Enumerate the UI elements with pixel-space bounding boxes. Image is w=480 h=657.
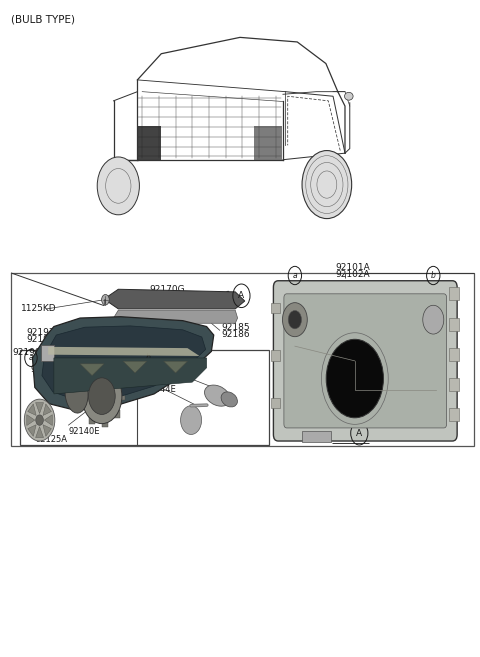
Text: 92101A: 92101A: [336, 263, 370, 271]
Text: b: b: [145, 353, 150, 363]
Text: 92125A: 92125A: [36, 435, 68, 444]
Polygon shape: [27, 415, 35, 426]
Ellipse shape: [221, 392, 238, 407]
Bar: [302, 430, 331, 442]
Circle shape: [82, 369, 122, 424]
Text: A: A: [356, 428, 362, 438]
FancyBboxPatch shape: [284, 294, 446, 428]
Text: A: A: [239, 291, 244, 300]
Polygon shape: [254, 125, 282, 160]
Polygon shape: [44, 415, 52, 426]
Bar: [271, 350, 280, 361]
Polygon shape: [36, 426, 44, 438]
Text: 92102A: 92102A: [336, 270, 370, 279]
FancyBboxPatch shape: [274, 281, 457, 441]
Polygon shape: [114, 310, 238, 323]
Circle shape: [102, 294, 109, 305]
Polygon shape: [33, 317, 214, 410]
Polygon shape: [114, 374, 120, 382]
Polygon shape: [104, 289, 245, 309]
Bar: [21, 350, 269, 445]
Circle shape: [326, 339, 384, 418]
Polygon shape: [164, 361, 188, 373]
Circle shape: [97, 157, 139, 215]
Text: 92160J: 92160J: [149, 292, 180, 301]
Circle shape: [302, 150, 352, 219]
Text: 92186: 92186: [221, 330, 250, 339]
Bar: [271, 303, 280, 313]
Text: 92185: 92185: [221, 323, 250, 332]
Polygon shape: [80, 383, 86, 391]
Polygon shape: [28, 404, 36, 415]
Text: a: a: [29, 353, 33, 363]
Bar: [448, 317, 459, 330]
Bar: [448, 378, 459, 391]
Polygon shape: [80, 401, 86, 409]
Text: 92198: 92198: [27, 335, 55, 344]
Text: b: b: [431, 271, 436, 280]
Polygon shape: [102, 365, 108, 373]
Text: a: a: [293, 271, 297, 280]
Bar: [271, 398, 280, 408]
Polygon shape: [119, 392, 125, 400]
Polygon shape: [28, 424, 36, 436]
Text: 92140E: 92140E: [68, 427, 100, 436]
Polygon shape: [138, 125, 161, 160]
Bar: [448, 287, 459, 300]
Polygon shape: [42, 326, 205, 401]
Circle shape: [288, 311, 301, 328]
Polygon shape: [48, 347, 199, 356]
Circle shape: [282, 303, 307, 336]
Circle shape: [180, 406, 202, 434]
Ellipse shape: [345, 93, 353, 100]
Text: 1125KD: 1125KD: [21, 304, 56, 313]
Circle shape: [36, 415, 43, 425]
Text: 92170C: 92170C: [162, 357, 194, 366]
Bar: [11, 273, 474, 446]
Polygon shape: [43, 404, 51, 415]
Text: 92170G: 92170G: [149, 284, 185, 294]
Text: 92197A: 92197A: [27, 328, 61, 337]
Text: 92190G: 92190G: [12, 348, 48, 357]
Text: 92161: 92161: [162, 369, 189, 377]
Polygon shape: [123, 361, 147, 373]
Circle shape: [88, 378, 115, 415]
Text: VIEW: VIEW: [333, 430, 358, 440]
Polygon shape: [89, 369, 95, 376]
Polygon shape: [36, 403, 44, 413]
Bar: [40, 345, 54, 361]
Polygon shape: [43, 424, 51, 436]
Polygon shape: [80, 364, 104, 376]
Polygon shape: [89, 416, 95, 424]
Bar: [448, 408, 459, 421]
Polygon shape: [54, 358, 206, 394]
Circle shape: [24, 399, 55, 441]
Polygon shape: [102, 419, 108, 427]
Polygon shape: [114, 410, 120, 418]
Ellipse shape: [65, 373, 88, 413]
Text: 18644E: 18644E: [144, 386, 176, 394]
Circle shape: [423, 306, 444, 334]
Bar: [448, 348, 459, 361]
Text: (BULB TYPE): (BULB TYPE): [11, 14, 75, 25]
Ellipse shape: [204, 385, 230, 406]
Text: 92126A: 92126A: [31, 365, 63, 374]
